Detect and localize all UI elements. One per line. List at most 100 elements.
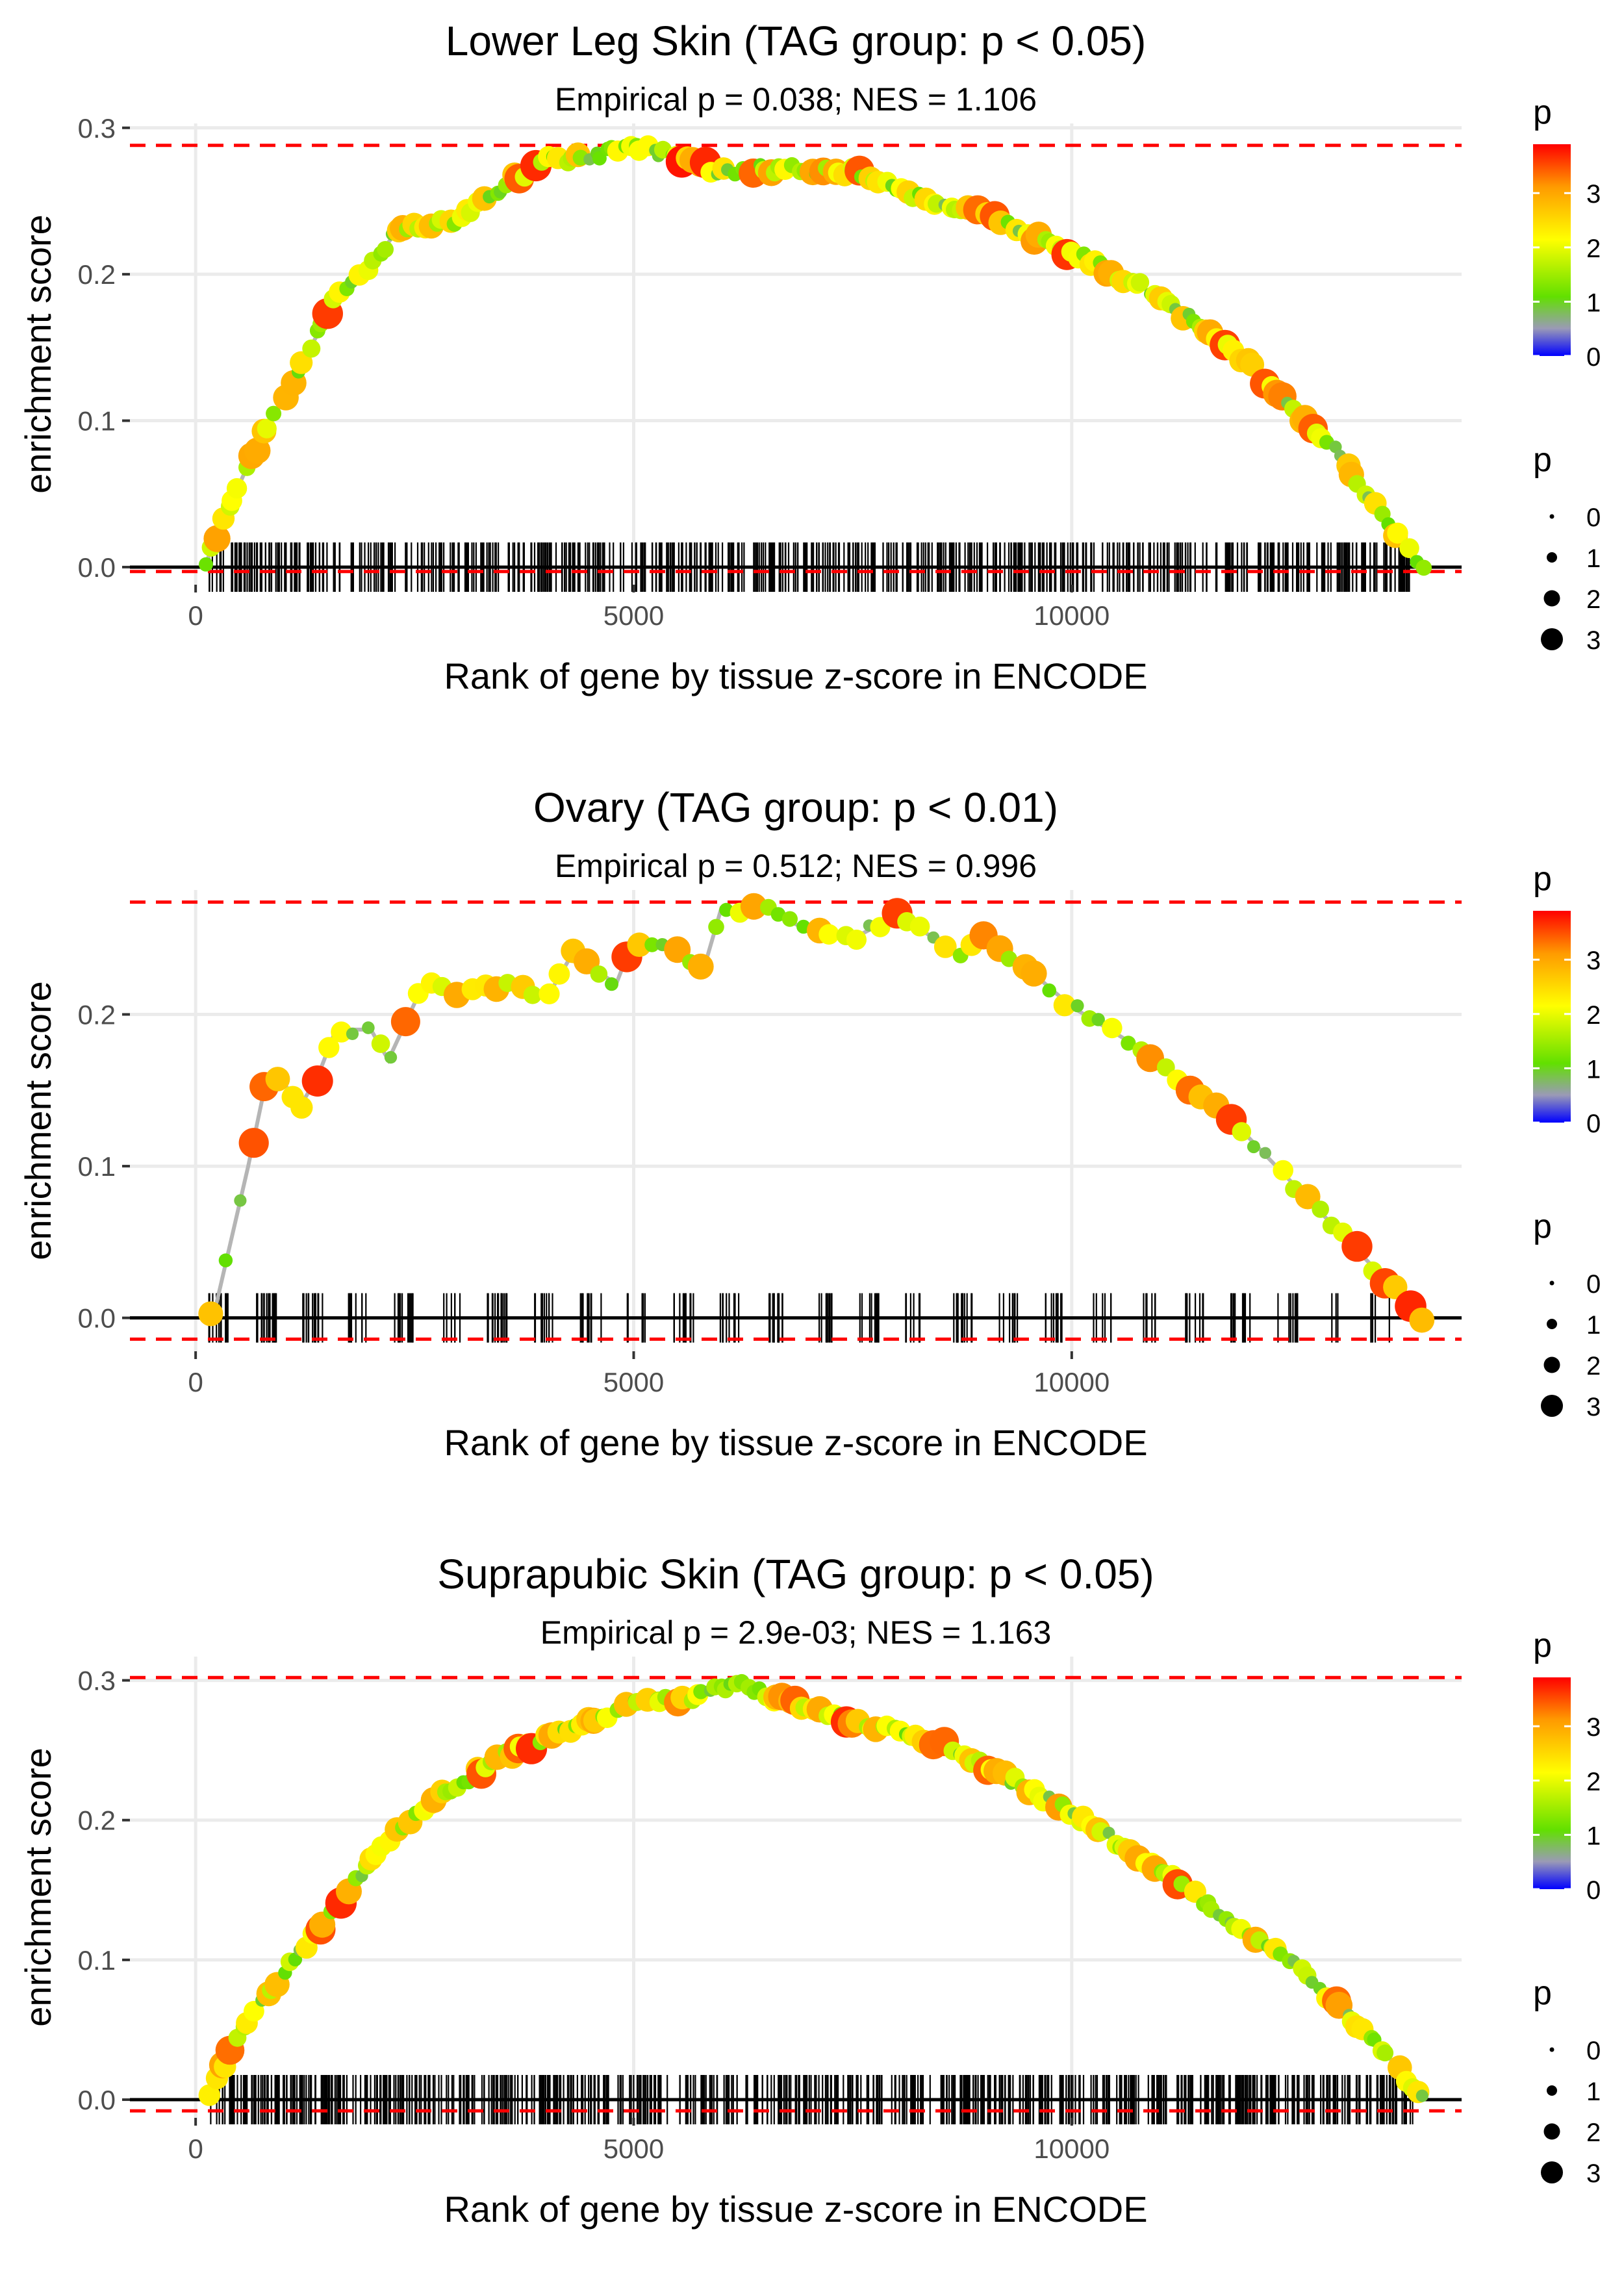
enrichment-point xyxy=(740,893,767,920)
enrichment-point xyxy=(318,1037,340,1058)
enrichment-point xyxy=(1021,960,1047,987)
y-tick-label: 0.0 xyxy=(78,2085,116,2115)
enrichment-point xyxy=(198,2084,220,2106)
y-axis-title: enrichment score xyxy=(18,1748,58,2027)
enrichment-point xyxy=(590,965,608,983)
y-tick-label: 0.3 xyxy=(78,113,116,144)
enrichment-point xyxy=(1273,1160,1293,1181)
color-bar-label: 1 xyxy=(1586,1822,1601,1850)
enrichment-points xyxy=(199,135,1432,576)
enrichment-point xyxy=(1247,1140,1260,1154)
enrichment-point xyxy=(331,1021,352,1043)
enrichment-point xyxy=(1383,1275,1408,1299)
enrichment-point xyxy=(384,1050,398,1064)
enrichment-point xyxy=(265,1067,290,1091)
enrichment-point xyxy=(1071,999,1084,1013)
x-tick-label: 5000 xyxy=(603,1367,664,1397)
size-legend-dot xyxy=(1549,1280,1554,1286)
color-bar-label: 0 xyxy=(1586,1876,1601,1905)
size-legend-label: 2 xyxy=(1586,2118,1601,2147)
enrichment-point xyxy=(627,932,652,957)
y-tick-label: 0.2 xyxy=(78,1805,116,1836)
enrichment-points xyxy=(198,1673,1430,2106)
size-legend-dot xyxy=(1541,2161,1563,2183)
x-tick-label: 0 xyxy=(188,1367,203,1397)
enrichment-point xyxy=(290,1096,313,1119)
color-legend-title: p xyxy=(1533,94,1552,131)
enrichment-point xyxy=(539,983,560,1004)
size-legend-label: 1 xyxy=(1586,2078,1601,2106)
size-legend-label: 3 xyxy=(1586,1393,1601,1421)
color-bar xyxy=(1533,1677,1571,1889)
size-legend-dot xyxy=(1541,628,1563,650)
enrichment-point xyxy=(199,557,213,572)
enrichment-point xyxy=(1312,1201,1329,1218)
y-tick-label: 0.1 xyxy=(78,406,116,437)
size-legend-title: p xyxy=(1533,1974,1552,2012)
enrichment-point xyxy=(781,911,798,927)
color-bar-label: 3 xyxy=(1586,180,1601,209)
chart-title: Suprapubic Skin (TAG group: p < 0.05) xyxy=(437,1551,1154,1597)
color-bar-label: 2 xyxy=(1586,1768,1601,1796)
enrichment-point xyxy=(203,525,231,552)
enrichment-point xyxy=(664,936,691,963)
chart-subtitle: Empirical p = 2.9e-03; NES = 1.163 xyxy=(540,1614,1052,1651)
color-bar-label: 2 xyxy=(1586,235,1601,263)
enrichment-point xyxy=(1121,1036,1136,1051)
size-legend-label: 1 xyxy=(1586,1311,1601,1340)
enrichment-point xyxy=(377,241,394,258)
enrichment-point xyxy=(301,1065,333,1097)
enrichment-point xyxy=(909,916,930,937)
size-legend-label: 2 xyxy=(1586,1352,1601,1380)
y-tick-label: 0.3 xyxy=(78,1666,116,1696)
enrichment-point xyxy=(1102,1017,1123,1039)
size-legend-dot xyxy=(1547,2085,1557,2096)
y-tick-label: 0.0 xyxy=(78,1303,116,1334)
size-legend-title: p xyxy=(1533,441,1552,479)
enrichment-point xyxy=(770,907,786,922)
enrichment-point xyxy=(1295,1184,1321,1210)
enrichment-point xyxy=(226,478,247,499)
enrichment-point xyxy=(687,953,714,980)
enrichment-point xyxy=(234,1194,247,1207)
enrichment-point xyxy=(238,1128,269,1158)
enrichment-point xyxy=(1259,1147,1272,1159)
enrichment-point xyxy=(1053,994,1076,1017)
color-bar-label: 1 xyxy=(1586,1055,1601,1084)
x-tick-label: 10000 xyxy=(1034,600,1110,631)
enrichment-point xyxy=(592,151,607,166)
chart-panel: Suprapubic Skin (TAG group: p < 0.05) Emp… xyxy=(18,1551,1601,2230)
color-legend-title: p xyxy=(1533,860,1552,898)
enrichment-point xyxy=(1409,1307,1435,1333)
size-legend-label: 1 xyxy=(1586,544,1601,573)
y-axis-title: enrichment score xyxy=(18,981,58,1260)
size-legend-dot xyxy=(1547,1319,1557,1329)
enrichment-point xyxy=(1130,273,1150,292)
enrichment-point xyxy=(1399,538,1419,559)
x-tick-label: 0 xyxy=(188,2133,203,2164)
enrichment-point xyxy=(362,1021,375,1034)
enrichment-point xyxy=(290,351,313,374)
size-legend-dot xyxy=(1543,1356,1560,1373)
x-axis-title: Rank of gene by tissue z-score in ENCODE xyxy=(444,2189,1147,2230)
enrichment-point xyxy=(346,1027,359,1040)
enrichment-point xyxy=(523,986,542,1004)
enrichment-point xyxy=(257,418,277,439)
size-legend-dot xyxy=(1543,590,1560,607)
size-legend-label: 3 xyxy=(1586,2159,1601,2188)
size-legend-dot xyxy=(1549,514,1554,519)
chart-title: Lower Leg Skin (TAG group: p < 0.05) xyxy=(446,18,1147,64)
size-legend-title: p xyxy=(1533,1208,1552,1245)
x-axis-title: Rank of gene by tissue z-score in ENCODE xyxy=(444,1422,1147,1463)
enrichment-point xyxy=(244,437,271,464)
color-bar xyxy=(1533,911,1571,1123)
enrichment-point xyxy=(1136,1044,1164,1073)
size-legend-dot xyxy=(1549,2047,1554,2052)
color-bar-label: 0 xyxy=(1586,343,1601,372)
enrichment-point xyxy=(1387,522,1408,544)
enrichment-point xyxy=(371,1034,390,1053)
y-axis-title: enrichment score xyxy=(18,214,58,494)
enrichment-point xyxy=(1000,950,1017,967)
